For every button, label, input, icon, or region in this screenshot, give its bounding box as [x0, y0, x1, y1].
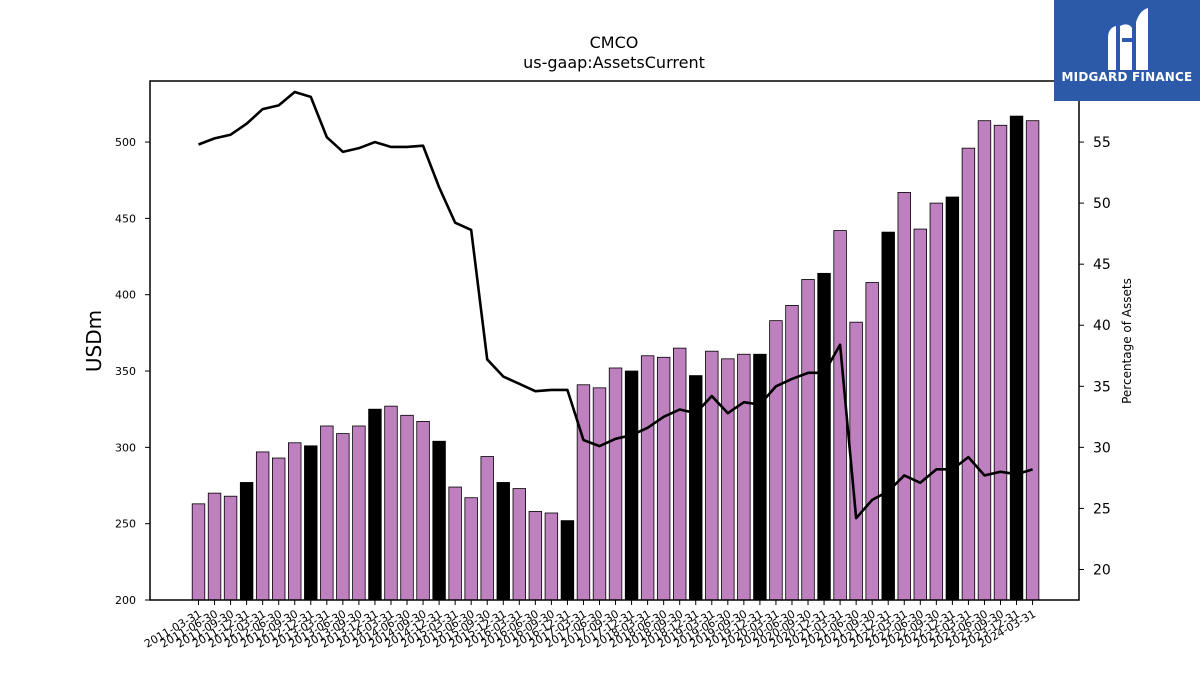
- bar-2017-09-30: [608, 367, 623, 601]
- y-tick-label-right: 20: [1093, 562, 1111, 578]
- bar-2022-09-30: [929, 202, 944, 601]
- bar-2022-12-31: [945, 196, 960, 601]
- bar-2022-06-30: [913, 228, 928, 601]
- bar-2016-03-31: [512, 488, 527, 601]
- bar-2013-03-31: [320, 425, 334, 601]
- bar-2015-09-30: [480, 456, 494, 601]
- y-tick-label-right: 30: [1093, 440, 1111, 456]
- chart-subtitle: us-gaap:AssetsCurrent: [523, 53, 705, 72]
- bar-2014-09-30: [416, 420, 430, 601]
- bar-2013-09-30: [352, 425, 366, 601]
- y-tick-label-left: 250: [115, 518, 136, 531]
- bar-2012-12-31: [304, 445, 318, 601]
- bar-2015-12-31: [496, 482, 510, 601]
- bar-2017-06-30: [592, 387, 607, 601]
- bar-2013-06-30: [336, 433, 350, 601]
- bar-2011-09-30: [223, 495, 238, 601]
- bar-2020-09-30: [801, 279, 815, 601]
- chart-title: CMCO: [590, 33, 639, 52]
- bar-2022-03-31: [897, 192, 911, 601]
- brand-name: MIDGARD FINANCE: [1061, 70, 1193, 84]
- bar-2014-06-30: [400, 414, 414, 601]
- line-layer: [198, 90, 1033, 520]
- bar-2012-03-31: [255, 451, 270, 601]
- bar-2016-12-31: [560, 520, 575, 601]
- bar-2012-09-30: [288, 442, 302, 601]
- y-tick-label-right: 55: [1093, 135, 1111, 151]
- bar-2021-09-30: [865, 282, 879, 601]
- y-tick-label-left: 300: [115, 441, 136, 454]
- y-tick-label-left: 200: [115, 594, 136, 607]
- bar-2013-12-31: [368, 408, 382, 601]
- bar-2015-06-30: [464, 497, 478, 601]
- bar-2021-03-31: [833, 230, 847, 601]
- y-tick-label-right: 40: [1093, 318, 1111, 334]
- y-axis-right: 20 25 30 35 40 45 50 55: [1079, 135, 1111, 578]
- brand-logo: MIDGARD FINANCE: [1054, 0, 1200, 101]
- y-tick-label-left: 400: [115, 289, 136, 302]
- plot-frame: [149, 80, 1080, 601]
- bar-2019-03-31: [705, 350, 719, 601]
- bar-2012-06-30: [271, 457, 286, 601]
- y-tick-label-left: 450: [115, 212, 136, 225]
- y-tick-label-right: 25: [1093, 501, 1111, 517]
- y-tick-label-left: 500: [115, 136, 136, 149]
- y-tick-label-right: 35: [1093, 379, 1111, 395]
- bar-2018-06-30: [656, 356, 671, 601]
- bar-2024-03-31: [1025, 120, 1040, 601]
- bar-2023-09-30: [993, 124, 1008, 601]
- bars-layer: [191, 115, 1040, 601]
- bar-2023-03-31: [961, 147, 976, 601]
- bar-2018-09-30: [673, 347, 687, 601]
- y-tick-label-right: 45: [1093, 257, 1111, 273]
- bar-2014-12-31: [432, 440, 446, 601]
- bar-2017-03-31: [576, 384, 591, 601]
- bar-2019-09-30: [737, 353, 751, 601]
- bar-2019-12-31: [753, 353, 767, 601]
- y-axis-label-right: Percentage of Assets: [1120, 278, 1134, 404]
- percentage-line: [198, 90, 1033, 520]
- bar-2021-12-31: [881, 231, 895, 601]
- bar-2020-12-31: [817, 272, 831, 601]
- logo-mark-icon: [1108, 8, 1148, 70]
- bar-2023-06-30: [977, 120, 992, 601]
- bar-2018-03-31: [640, 355, 655, 601]
- bar-2015-03-31: [448, 486, 462, 601]
- bar-2023-12-31: [1009, 115, 1024, 601]
- y-axis-label-left: USDm: [82, 310, 106, 372]
- bar-2020-03-31: [769, 320, 783, 601]
- bar-2017-12-31: [624, 370, 639, 601]
- y-axis-left: 200 250 300 350 400 450 500: [115, 136, 150, 607]
- y-tick-label-left: 350: [115, 365, 136, 378]
- bar-2020-06-30: [785, 304, 799, 601]
- bar-2019-06-30: [721, 358, 735, 601]
- bar-2011-06-30: [207, 492, 222, 601]
- bar-2011-12-31: [239, 482, 254, 601]
- bar-2014-03-31: [384, 405, 398, 601]
- y-tick-label-right: 50: [1093, 196, 1111, 212]
- bar-2016-06-30: [528, 511, 543, 601]
- x-axis: 2011-03-312011-06-302011-09-302011-12-31…: [142, 600, 1038, 651]
- bar-2011-03-31: [191, 503, 206, 601]
- bar-2016-09-30: [544, 512, 559, 601]
